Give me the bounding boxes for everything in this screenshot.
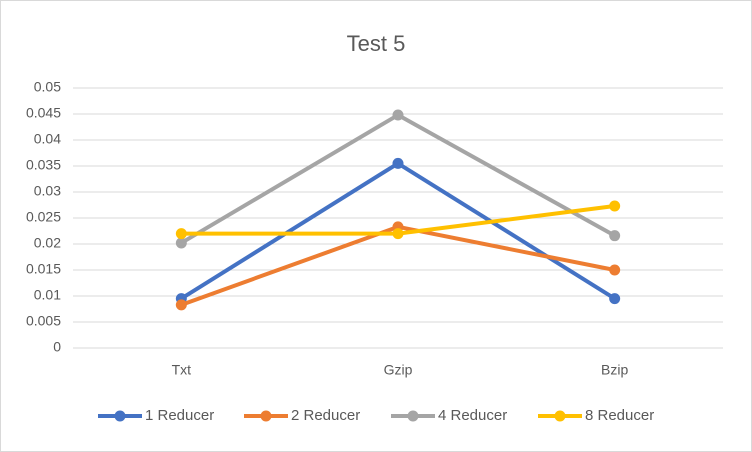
gridlines [73, 87, 723, 349]
y-tick-label: 0 [53, 339, 61, 355]
data-point [392, 228, 404, 240]
legend-swatch-marker [554, 410, 566, 422]
data-point [175, 237, 187, 249]
legend-item: 1 Reducer [98, 407, 214, 424]
legend-label: 8 Reducer [585, 407, 654, 424]
data-point [175, 228, 187, 240]
legend: 1 Reducer 2 Reducer 4 Reducer 8 Reducer [98, 407, 654, 424]
data-point [175, 299, 187, 311]
x-axis: Txt Gzip Bzip [172, 362, 629, 378]
y-tick-label: 0.01 [34, 287, 61, 303]
legend-swatch-marker [114, 410, 126, 422]
y-tick-label: 0.02 [34, 235, 61, 251]
x-tick-label: Bzip [601, 362, 628, 378]
x-tick-label: Gzip [384, 362, 413, 378]
chart-title: Test 5 [347, 31, 406, 56]
legend-item: 8 Reducer [538, 407, 654, 424]
series-3 [175, 109, 621, 249]
data-point [609, 200, 621, 212]
data-point [609, 264, 621, 276]
y-tick-label: 0.04 [34, 131, 61, 147]
series-4 [175, 200, 621, 240]
data-point [609, 293, 621, 305]
y-tick-label: 0.035 [26, 157, 61, 173]
legend-label: 2 Reducer [291, 407, 360, 424]
plot-area [175, 109, 621, 311]
legend-label: 4 Reducer [438, 407, 507, 424]
legend-label: 1 Reducer [145, 407, 214, 424]
y-axis: 0 0.005 0.01 0.015 0.02 0.025 0.03 0.035 0.04 0.0… [26, 79, 61, 355]
y-tick-label: 0.015 [26, 261, 61, 277]
legend-swatch-marker [260, 410, 272, 422]
y-tick-label: 0.03 [34, 183, 61, 199]
legend-item: 2 Reducer [244, 407, 360, 424]
y-tick-label: 0.025 [26, 209, 61, 225]
x-tick-label: Txt [172, 362, 192, 378]
data-point [392, 157, 404, 169]
y-tick-label: 0.045 [26, 105, 61, 121]
data-point [392, 109, 404, 121]
data-point [609, 230, 621, 242]
y-tick-label: 0.05 [34, 79, 61, 95]
y-tick-label: 0.005 [26, 313, 61, 329]
legend-item: 4 Reducer [391, 407, 507, 424]
legend-swatch-marker [407, 410, 419, 422]
